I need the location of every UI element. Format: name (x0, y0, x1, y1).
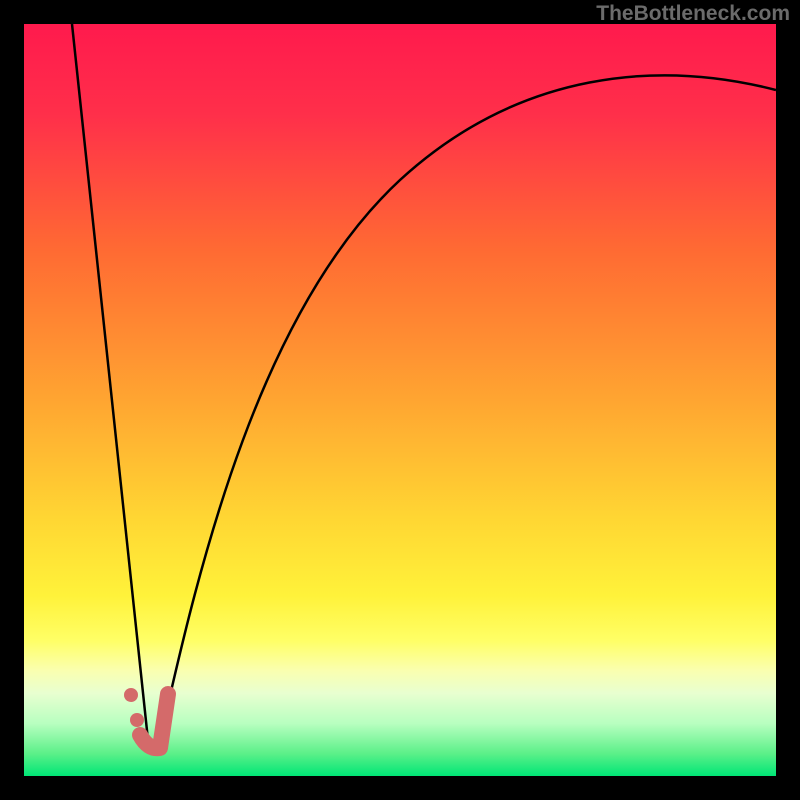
watermark-text: TheBottleneck.com (596, 2, 790, 26)
plot-background (24, 24, 776, 776)
valley-dot-1 (124, 688, 138, 702)
bottleneck-chart (0, 0, 800, 800)
valley-dot-2 (130, 713, 144, 727)
